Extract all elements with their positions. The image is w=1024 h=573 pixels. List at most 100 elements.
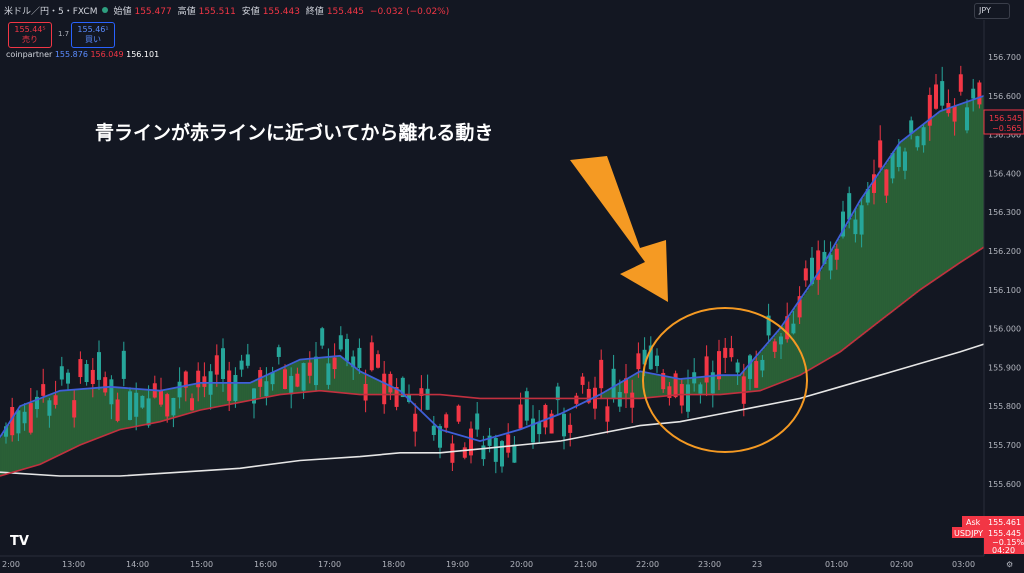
candle-body [859, 205, 864, 235]
candle-body [865, 188, 870, 203]
close-value: 155.445 [326, 6, 365, 17]
candle-body [90, 369, 95, 385]
candle-body [177, 381, 182, 398]
candle-body [661, 372, 666, 390]
time-tick: 17:00 [318, 560, 341, 569]
candle-body [425, 388, 430, 410]
candle-body [636, 353, 641, 370]
candle-body [121, 350, 126, 379]
close-label: 終値 [305, 6, 324, 17]
candle-body [456, 405, 461, 422]
candle-body [890, 153, 895, 179]
candle-body [134, 392, 139, 417]
candle-body [735, 362, 740, 373]
candle-body [903, 151, 907, 171]
tradingview-logo[interactable]: TV [10, 534, 29, 549]
candle-body [165, 394, 170, 417]
currency-select[interactable]: JPY [974, 3, 1010, 19]
candle-body [307, 362, 312, 376]
open-value: 155.477 [134, 6, 172, 17]
price-tick: 156.500 [988, 131, 1021, 140]
candle-body [568, 424, 573, 433]
candle-body [555, 386, 560, 401]
candle-body [729, 348, 734, 358]
candle-body [965, 107, 969, 131]
candle-body [171, 397, 176, 416]
candle-body [28, 403, 33, 433]
buy-button[interactable]: 155.46¹ 買い [71, 22, 115, 48]
low-label: 安値 [241, 6, 260, 17]
price-axis [984, 20, 1024, 556]
candle-body [128, 391, 132, 420]
candle-body [357, 347, 362, 368]
ask-value: 155.461 [988, 518, 1021, 527]
candle-body [190, 398, 194, 411]
sell-button[interactable]: 155.44⁵ 売り [8, 22, 52, 48]
price-tick: 155.800 [988, 402, 1021, 411]
time-tick: 01:00 [825, 560, 848, 569]
candle-body [53, 395, 58, 405]
candle-body [710, 372, 715, 394]
candle-body [475, 413, 480, 430]
candle-body [580, 376, 585, 385]
candle-body [84, 364, 89, 383]
candle-body [704, 356, 709, 383]
candle-body [109, 379, 114, 405]
candle-body [878, 140, 883, 168]
indicator-legend[interactable]: coinpartner 155.876 156.049 156.101 [6, 50, 159, 59]
candle-body [47, 400, 52, 416]
candle-body [828, 254, 833, 271]
candle-body [531, 418, 535, 443]
candle-body [884, 169, 889, 196]
buy-label: 買い [85, 35, 101, 44]
candle-body [909, 120, 914, 134]
candle-body [834, 248, 839, 260]
indicator-name: coinpartner [6, 50, 53, 59]
time-tick: 23:00 [698, 560, 721, 569]
time-tick: 13:00 [62, 560, 85, 569]
candle-body [686, 384, 690, 412]
candle-body [140, 395, 145, 408]
candle-body [276, 347, 281, 357]
price-tick: 156.200 [988, 247, 1021, 256]
buy-price: 155.46¹ [77, 25, 109, 34]
candle-body [816, 250, 821, 280]
candle-body [227, 370, 232, 401]
candle-body [363, 383, 368, 401]
time-tick: 02:00 [890, 560, 913, 569]
time-tick: 23 [752, 560, 762, 569]
candle-body [952, 106, 957, 122]
candle-body [295, 373, 300, 387]
candle-body [59, 366, 64, 380]
candle-body [233, 374, 238, 401]
candle-body [487, 435, 492, 446]
usdjpy-label-tag [952, 527, 984, 538]
time-tick: 19:00 [446, 560, 469, 569]
candle-body [549, 413, 554, 434]
ma-blue-line [0, 94, 985, 443]
time-tick: 21:00 [574, 560, 597, 569]
candle-body [388, 373, 393, 393]
arrow-icon [570, 156, 668, 302]
ask-tag [962, 516, 984, 527]
candle-body [239, 360, 244, 370]
candle-body [78, 359, 83, 378]
usdjpy-label: USDJPY [954, 529, 983, 538]
candle-body [543, 404, 548, 428]
symbol-title[interactable]: 米ドル／円・5・FXCM [4, 6, 98, 17]
candle-body [469, 428, 473, 456]
time-axis [0, 556, 1024, 573]
candle-body [673, 373, 678, 398]
price-tick: 156.400 [988, 169, 1021, 178]
status-dot-icon [102, 7, 109, 13]
candle-body [524, 391, 529, 421]
time-tick: 2:00 [2, 560, 20, 569]
candle-body [146, 398, 151, 426]
settings-gear-icon: ⚙ [1006, 560, 1013, 569]
highlight-circle [642, 307, 808, 453]
candle-body [245, 354, 250, 366]
candle-body [252, 388, 256, 404]
price-tick: 156.700 [988, 53, 1021, 62]
candle-body [214, 355, 219, 375]
